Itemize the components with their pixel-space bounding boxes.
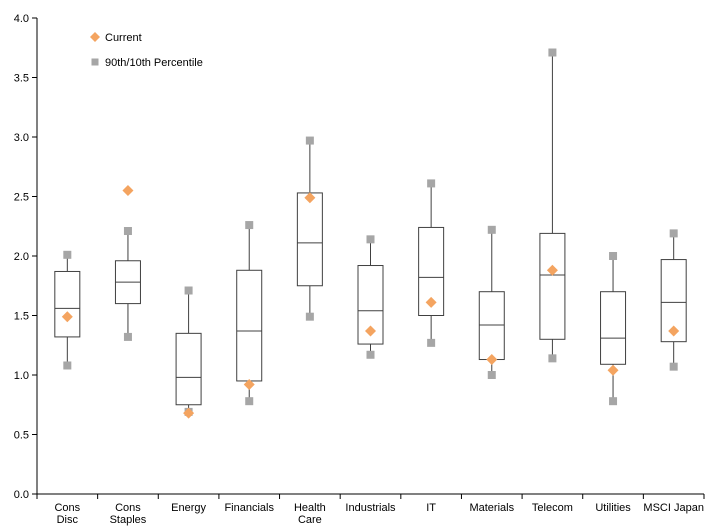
iqr-box (478, 291, 505, 361)
percentile-10-marker (669, 362, 678, 371)
percentile-90-marker (487, 225, 496, 234)
y-tick-label: 1.0 (14, 370, 29, 382)
percentile-10-marker (245, 397, 254, 406)
x-category-label-line: Care (298, 514, 322, 526)
current-marker (546, 264, 558, 276)
box-group (236, 221, 263, 406)
iqr-box (236, 269, 263, 382)
current-marker (607, 364, 619, 376)
y-tick-label: 3.5 (14, 73, 29, 85)
percentile-90-marker (548, 48, 557, 57)
legend-current-marker (90, 32, 100, 42)
current-marker (365, 325, 376, 337)
x-category-label: Materials (469, 502, 514, 514)
current-marker (243, 379, 255, 391)
x-category-label-line: Cons (115, 502, 141, 514)
legend-percentile-marker (91, 58, 99, 66)
percentile-10-marker (609, 397, 618, 406)
x-category-label: MSCI Japan (643, 502, 704, 514)
box-group (539, 48, 566, 363)
x-category-label-line: Disc (57, 514, 79, 526)
y-axis: 0.0 0.5 1.0 1.5 2.0 2.5 3.0 3.5 4.0 (14, 13, 38, 501)
y-tick-label: 4.0 (14, 13, 29, 25)
x-category-label-line: Cons (54, 502, 80, 514)
current-marker (304, 192, 316, 204)
box-group (54, 250, 81, 370)
iqr-box (296, 192, 323, 287)
box-group (660, 229, 687, 371)
x-category-label: Utilities (595, 502, 631, 514)
y-tick-label: 0.5 (14, 430, 29, 442)
x-category-label-line: Energy (171, 502, 206, 514)
percentile-90-marker (305, 136, 314, 145)
y-tick-label: 0.0 (14, 489, 29, 501)
iqr-box (539, 232, 566, 340)
percentile-10-marker (63, 361, 72, 370)
percentile-90-marker (669, 229, 678, 238)
current-marker (183, 407, 195, 419)
x-category-label: Cons Staples (110, 502, 147, 526)
percentile-90-marker (427, 179, 436, 188)
percentile-90-marker (184, 286, 193, 295)
x-category-label-line: Health (294, 502, 326, 514)
legend-label: Current (105, 32, 142, 44)
x-category-label: Financials (224, 502, 274, 514)
x-category-label-line: Telecom (532, 502, 573, 514)
percentile-90-marker (245, 221, 254, 230)
iqr-box (175, 332, 202, 406)
y-tick-label: 1.5 (14, 311, 29, 323)
percentile-90-marker (63, 250, 72, 259)
iqr-box (54, 270, 81, 338)
box-group (418, 179, 445, 347)
x-category-label-line: Utilities (595, 502, 631, 514)
box-group (296, 136, 323, 321)
x-category-label: Cons Disc (54, 502, 80, 526)
current-marker (122, 185, 134, 197)
iqr-box (418, 226, 445, 316)
percentile-10-marker (123, 332, 132, 341)
x-category-label-line: Financials (224, 502, 274, 514)
x-category-label: Telecom (532, 502, 573, 514)
y-tick-label: 2.0 (14, 251, 29, 263)
current-marker (486, 354, 498, 366)
current-marker (425, 296, 437, 308)
percentile-10-marker (427, 338, 436, 347)
x-category-label-line: Industrials (345, 502, 396, 514)
box-group (478, 225, 505, 379)
percentile-90-marker (609, 252, 618, 260)
percentile-10-marker (305, 312, 314, 321)
current-marker (668, 325, 680, 337)
x-category-label-line: Staples (110, 514, 147, 526)
percentile-10-marker (366, 350, 375, 359)
iqr-box (600, 291, 627, 365)
legend-label: 90th/10th Percentile (105, 57, 203, 69)
legend: Current 90th/10th Percentile (90, 32, 203, 69)
box-group (600, 252, 627, 406)
y-tick-label: 2.5 (14, 192, 29, 204)
x-category-label-line: IT (426, 502, 436, 514)
box-group (114, 185, 141, 341)
current-marker (61, 311, 73, 323)
percentile-90-marker (366, 235, 375, 244)
x-category-label: Industrials (345, 502, 396, 514)
box-group (357, 235, 384, 359)
percentile-90-marker (123, 227, 132, 236)
x-category-label: Health Care (294, 502, 326, 526)
y-tick-label: 3.0 (14, 132, 29, 144)
x-category-label-line: MSCI Japan (643, 502, 704, 514)
box-group (175, 286, 202, 419)
x-category-label-line: Materials (469, 502, 514, 514)
x-category-label: Energy (171, 502, 206, 514)
percentile-10-marker (487, 371, 496, 379)
x-category-label: IT (426, 502, 436, 514)
percentile-10-marker (548, 354, 557, 363)
box-series (54, 48, 687, 419)
